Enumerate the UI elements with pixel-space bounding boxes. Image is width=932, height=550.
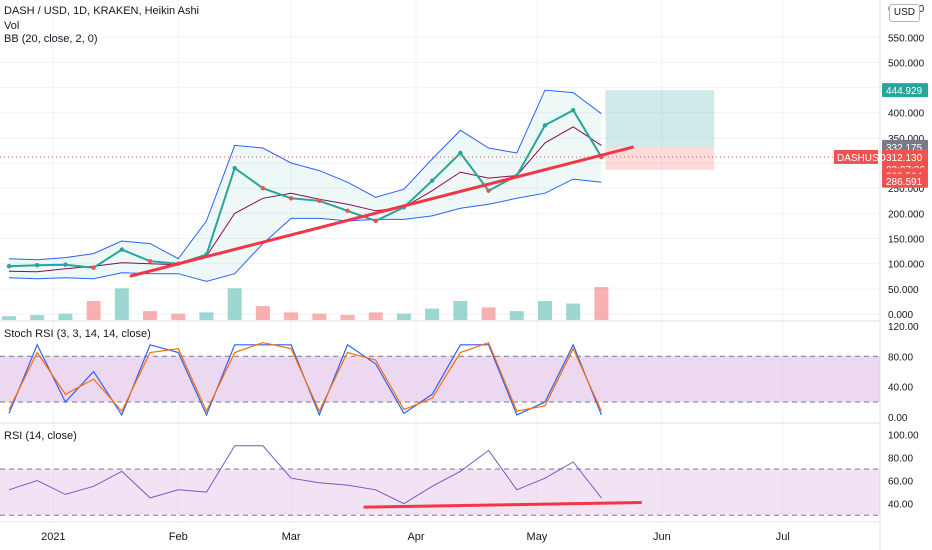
price-axis-label: 0.000 — [888, 310, 913, 321]
price-axis-label: 550.000 — [888, 33, 925, 44]
price-point — [6, 263, 12, 269]
volume-bar — [453, 301, 468, 320]
bollinger-basis-line — [8, 126, 602, 273]
volume-bar — [30, 314, 45, 320]
price-axis-label: 50.000 — [888, 285, 919, 296]
volume-bar — [340, 314, 355, 320]
rsi-trendline — [363, 500, 642, 509]
volume-bar — [509, 311, 524, 320]
volume-bar — [425, 308, 440, 320]
stoch-axis-label: 120.00 — [888, 322, 919, 333]
time-axis-label: Feb — [169, 531, 188, 543]
volume-bar — [312, 313, 327, 320]
volume-bar — [594, 287, 609, 320]
volume-bar — [199, 312, 214, 320]
stop-price-badge-2-bg — [882, 173, 928, 188]
volume-bar — [537, 301, 552, 320]
price-close-line — [8, 108, 603, 269]
target-price-badge-bg — [882, 83, 928, 98]
stoch-axis-label: 0.00 — [888, 413, 908, 424]
ticker-badge: DASHUSD — [837, 153, 886, 164]
price-point — [317, 198, 322, 203]
last-price-badge: 312.130 — [886, 153, 923, 164]
volume-bar — [58, 313, 73, 320]
last-price-badge-bg — [882, 149, 928, 164]
volume-bar — [566, 303, 581, 320]
time-axis-label: Jul — [776, 531, 790, 543]
rsi-axis-label: 40.00 — [888, 500, 913, 511]
time-axis-label: Mar — [282, 531, 301, 543]
position-stop-zone — [605, 146, 715, 170]
volume-bar — [2, 316, 16, 320]
rsi-axis-label: 80.00 — [888, 453, 913, 464]
rsi-axis-label: 60.00 — [888, 477, 913, 488]
volume-bar — [368, 312, 383, 320]
volume-bar — [114, 288, 129, 320]
price-point — [458, 150, 463, 156]
bollinger-upper-line — [8, 89, 602, 261]
price-axis-label: 100.000 — [888, 260, 925, 271]
price-point — [571, 108, 576, 113]
entry-price-badge: 332.175 — [886, 143, 923, 154]
stoch-axis-label: 40.00 — [888, 383, 913, 394]
volume-bar — [284, 312, 299, 320]
price-point — [542, 123, 548, 128]
ticker-badge-bg — [834, 149, 878, 164]
target-price-badge: 444.929 — [886, 86, 923, 97]
price-point — [147, 258, 153, 264]
chart-title: DASH / USD, 1D, KRAKEN, Heikin Ashi — [4, 5, 200, 17]
price-point — [119, 247, 125, 252]
price-point — [373, 218, 378, 224]
time-axis-label: 2021 — [41, 531, 65, 543]
rsi-band-fill — [0, 468, 880, 516]
price-point — [232, 165, 237, 171]
price-axis-label: 350.000 — [888, 134, 925, 145]
rsi-line — [8, 445, 602, 505]
rsi-axis-label: 100.00 — [888, 430, 919, 441]
price-axis-label: 500.000 — [888, 58, 925, 69]
currency-button[interactable]: USD — [888, 4, 920, 22]
time-axis-label: Apr — [407, 531, 424, 543]
stoch-rsi-label: Stoch RSI (3, 3, 14, 14, close) — [4, 328, 151, 340]
volume-bar — [171, 313, 186, 320]
bollinger-band-fill — [9, 90, 602, 282]
price-axis-label: 250.000 — [888, 184, 925, 195]
volume-bar — [255, 306, 270, 320]
volume-label: Vol — [4, 20, 20, 32]
stoch-axis-label: 80.00 — [888, 352, 913, 363]
price-point — [288, 196, 294, 201]
price-point — [63, 262, 68, 267]
time-axis-label: May — [527, 531, 548, 543]
price-point — [91, 265, 96, 270]
price-point — [260, 186, 266, 191]
stoch-d-line — [8, 341, 602, 413]
bollinger-lower-line — [8, 178, 602, 282]
price-axis-label: 200.000 — [888, 209, 925, 220]
stoch-band-fill — [0, 356, 880, 402]
price-axis-label: 400.000 — [888, 109, 925, 120]
rsi-label: RSI (14, close) — [4, 430, 77, 442]
price-point — [486, 188, 491, 193]
price-point — [429, 178, 435, 183]
volume-bar — [396, 313, 411, 320]
stop-price-badge-2: 286.591 — [886, 177, 923, 188]
support-trendline — [129, 145, 635, 278]
volume-bar — [227, 288, 242, 320]
price-point — [345, 208, 350, 214]
volume-bar — [481, 307, 496, 320]
bollinger-label: BB (20, close, 2, 0) — [4, 33, 98, 45]
position-target-zone — [605, 90, 715, 147]
volume-bar — [143, 311, 158, 320]
price-axis-label: 150.000 — [888, 235, 925, 246]
time-axis-label: Jun — [653, 531, 671, 543]
price-point — [35, 262, 40, 268]
volume-bar — [86, 301, 101, 320]
